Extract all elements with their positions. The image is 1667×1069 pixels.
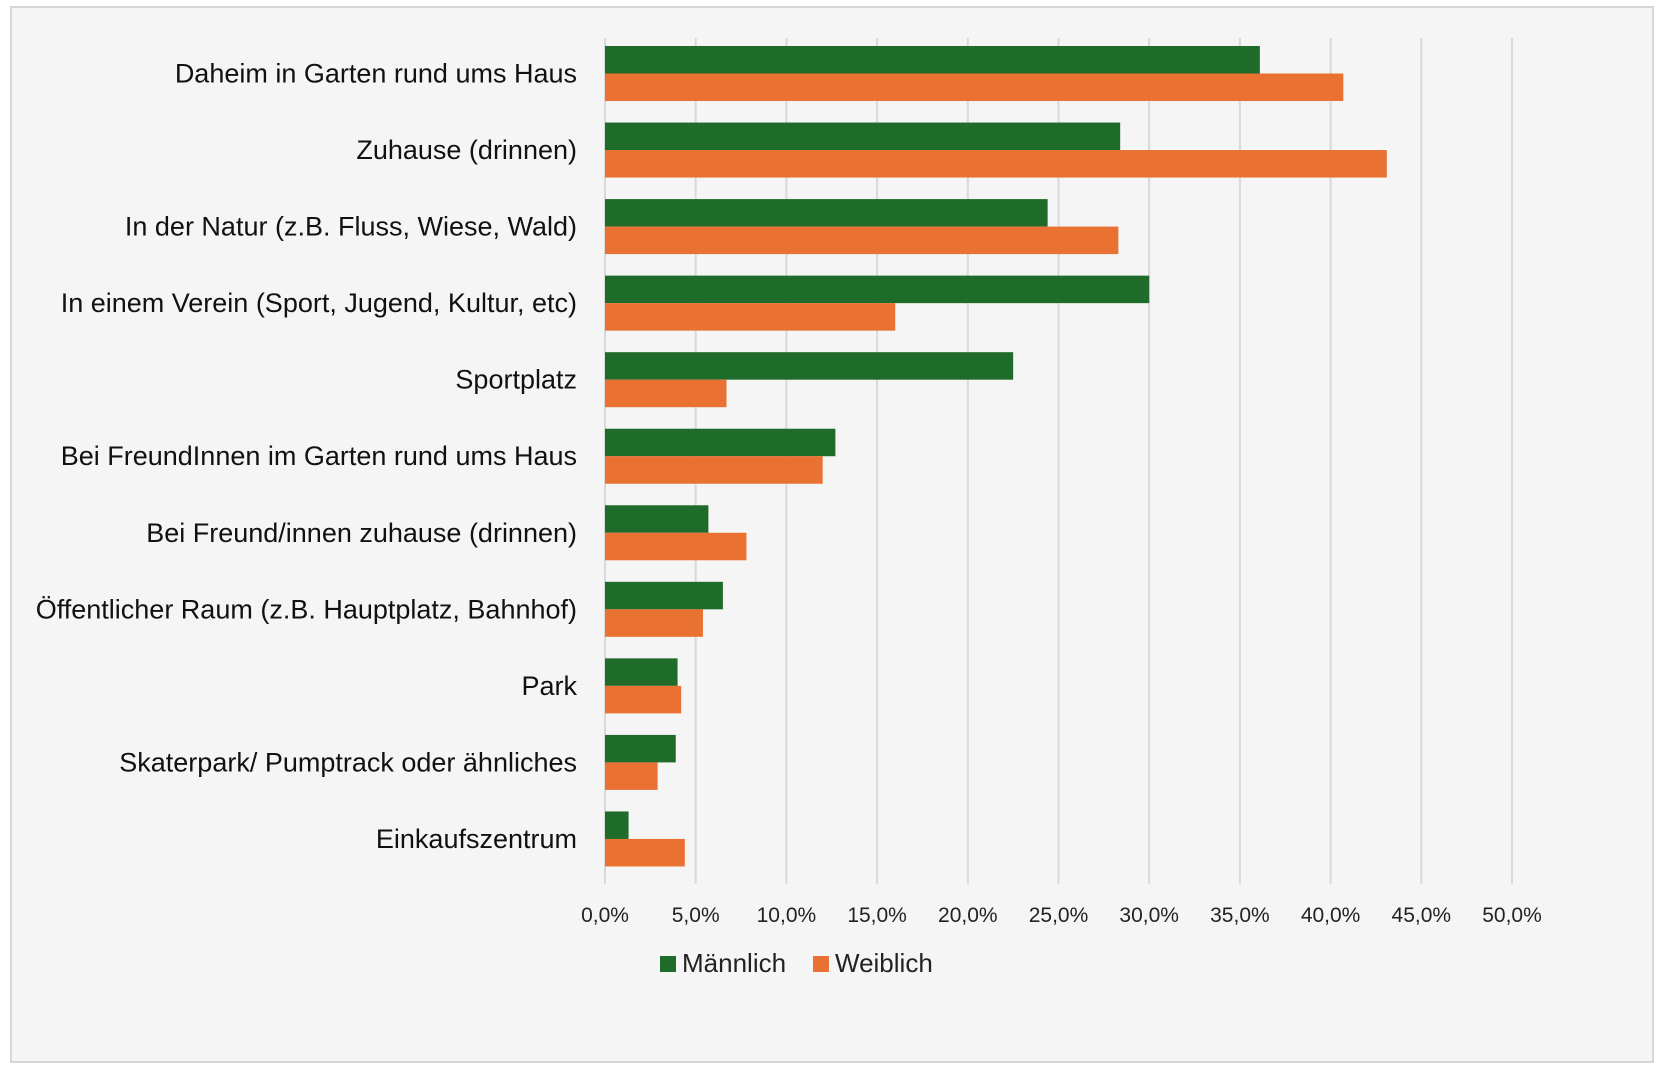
bar-maennlich <box>605 505 709 533</box>
bar-maennlich <box>605 275 1150 304</box>
bar-weiblich <box>605 685 682 714</box>
x-tick-label: 40,0% <box>1301 904 1361 927</box>
category-label: In der Natur (z.B. Fluss, Wiese, Wald) <box>125 212 577 242</box>
bar-chart: Daheim in Garten rund ums Haus Zuhause (d… <box>36 38 1542 978</box>
category-label: Sportplatz <box>455 365 577 395</box>
bar-maennlich <box>605 199 1048 227</box>
bar-maennlich <box>605 658 678 686</box>
x-tick-label: 20,0% <box>938 904 998 927</box>
x-tick-label: 25,0% <box>1029 904 1089 927</box>
legend: Männlich Weiblich <box>660 948 933 978</box>
bar-weiblich <box>605 150 1387 178</box>
category-label: Park <box>521 671 577 701</box>
x-tick-label: 45,0% <box>1392 904 1452 927</box>
legend-label: Männlich <box>682 948 786 978</box>
bar-maennlich <box>605 46 1260 74</box>
bar-maennlich <box>605 352 1014 380</box>
category-labels: Daheim in Garten rund ums Haus Zuhause (d… <box>36 59 578 854</box>
category-label: Daheim in Garten rund ums Haus <box>175 59 577 89</box>
x-tick-label: 50,0% <box>1482 904 1542 927</box>
bar-maennlich <box>605 811 629 839</box>
bar-weiblich <box>605 609 703 637</box>
bar-weiblich <box>605 226 1119 255</box>
bar-weiblich <box>605 838 685 867</box>
category-label: In einem Verein (Sport, Jugend, Kultur, … <box>61 288 577 318</box>
x-axis-tick-labels: 0,0% 5,0% 10,0% 15,0% 20,0% 25,0% 30,0% 35,0% 40… <box>581 904 1542 927</box>
legend-swatch <box>813 956 829 972</box>
x-tick-label: 15,0% <box>847 904 907 927</box>
bar-maennlich <box>605 581 723 610</box>
bar-weiblich <box>605 73 1344 101</box>
category-label: Bei Freund/innen zuhause (drinnen) <box>146 518 577 548</box>
bar-weiblich <box>605 303 896 331</box>
x-tick-label: 5,0% <box>672 904 720 927</box>
bar-maennlich <box>605 428 836 457</box>
bar-maennlich <box>605 122 1121 151</box>
bars <box>605 46 1387 867</box>
x-tick-label: 35,0% <box>1210 904 1270 927</box>
x-tick-label: 30,0% <box>1119 904 1179 927</box>
bar-weiblich <box>605 762 658 790</box>
x-tick-label: 10,0% <box>757 904 817 927</box>
gridlines <box>604 38 1513 884</box>
legend-label: Weiblich <box>835 948 933 978</box>
category-label: Bei FreundInnen im Garten rund ums Haus <box>61 441 577 471</box>
category-label: Einkaufszentrum <box>376 824 577 854</box>
x-tick-label: 0,0% <box>581 904 629 927</box>
category-label: Skaterpark/ Pumptrack oder ähnliches <box>119 747 577 777</box>
legend-swatch <box>660 956 676 972</box>
bar-weiblich <box>605 532 747 561</box>
category-label: Öffentlicher Raum (z.B. Hauptplatz, Bahn… <box>36 594 577 624</box>
chart-frame: Daheim in Garten rund ums Haus Zuhause (d… <box>10 6 1654 1063</box>
bar-weiblich <box>605 456 823 484</box>
bar-maennlich <box>605 734 676 763</box>
bar-weiblich <box>605 379 727 408</box>
category-label: Zuhause (drinnen) <box>356 135 577 165</box>
